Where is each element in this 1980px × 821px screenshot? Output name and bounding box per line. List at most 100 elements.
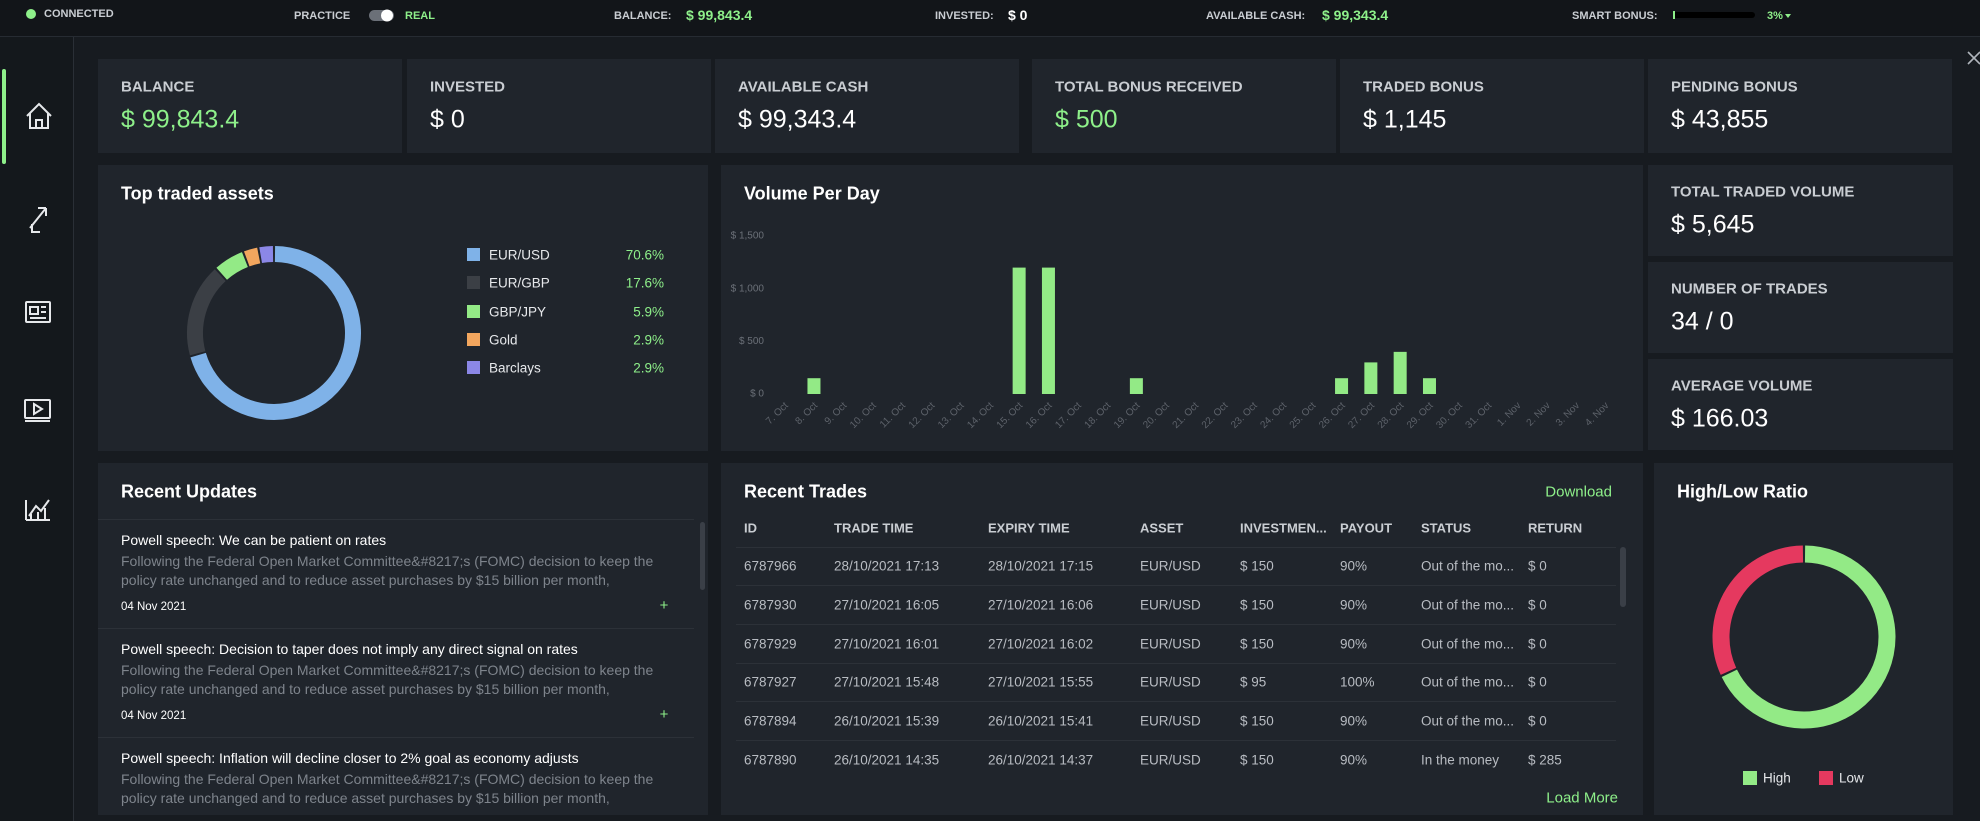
legend-swatch <box>467 304 480 318</box>
stat-value: $ 166.03 <box>1671 404 1769 433</box>
expand-button[interactable]: + <box>659 597 669 614</box>
stat-label: NUMBER OF TRADES <box>1671 280 1828 298</box>
legend-swatch <box>1819 771 1833 785</box>
bonus-value[interactable]: 3% <box>1767 10 1783 22</box>
stat-card <box>1648 165 1953 256</box>
assets-panel <box>98 165 708 451</box>
top-bar <box>0 0 1980 37</box>
separator <box>736 701 1616 703</box>
table-cell: EUR/USD <box>1140 636 1201 652</box>
summary-card <box>1340 59 1644 153</box>
table-cell: 6787966 <box>744 558 797 574</box>
home-icon[interactable] <box>26 102 52 129</box>
update-title[interactable]: Powell speech: Decision to taper does no… <box>121 641 578 657</box>
separator <box>736 662 1616 664</box>
stat-value: $ 5,645 <box>1671 210 1755 239</box>
summary-card <box>1648 59 1952 153</box>
separator <box>98 519 694 520</box>
table-cell: 26/10/2021 15:41 <box>988 713 1094 729</box>
card-label: BALANCE <box>121 78 195 96</box>
bonus-dropdown[interactable] <box>1785 14 1791 18</box>
separator <box>736 623 1616 625</box>
legend-swatch <box>467 361 480 375</box>
table-cell: 6787894 <box>744 713 797 729</box>
table-cell: 6787890 <box>744 752 797 768</box>
mode-toggle[interactable] <box>369 9 394 22</box>
active-indicator <box>2 69 6 164</box>
sidebar-icons <box>24 102 52 521</box>
table-cell: EUR/USD <box>1140 558 1201 574</box>
stat-label: TOTAL TRADED VOLUME <box>1671 183 1855 201</box>
status: CONNECTED <box>44 8 114 20</box>
card-value: $ 99,843.4 <box>121 105 240 134</box>
table-cell: Out of the mo... <box>1421 713 1515 729</box>
panel-title: Top traded assets <box>121 183 274 204</box>
card-label: TOTAL BONUS RECEIVED <box>1055 78 1243 96</box>
table-cell: $ 0 <box>1528 597 1547 613</box>
trades-panel <box>721 463 1643 815</box>
table-cell: Out of the mo... <box>1421 597 1515 613</box>
legend-value: 17.6% <box>625 275 664 291</box>
expand-button[interactable]: + <box>659 706 669 723</box>
update-body: Following the Federal Open Market Commit… <box>121 771 654 806</box>
table-cell: 6787927 <box>744 674 797 690</box>
legend-value: 5.9% <box>633 304 664 320</box>
table-cell: $ 150 <box>1240 597 1274 613</box>
card-label: INVESTED <box>430 78 506 96</box>
video-icon[interactable] <box>24 399 51 422</box>
update-title[interactable]: Powell speech: We can be patient on rate… <box>121 532 387 548</box>
table-cell: $ 0 <box>1528 713 1547 729</box>
invested-value: $ 0 <box>1008 7 1028 23</box>
legend-label: EUR/USD <box>489 247 550 263</box>
legend-value: 70.6% <box>625 247 664 263</box>
status-dot <box>26 9 36 19</box>
sidebar <box>0 37 74 821</box>
legend-label: GBP/JPY <box>489 304 547 320</box>
table-cell: 28/10/2021 17:13 <box>834 558 940 574</box>
table-cell: EUR/USD <box>1140 597 1201 613</box>
table-cell: 6787930 <box>744 597 797 613</box>
bonus-label: SMART BONUS: <box>1572 10 1658 22</box>
table-cell: 100% <box>1340 674 1375 690</box>
table-cell: EUR/USD <box>1140 674 1201 690</box>
table-cell: 90% <box>1340 636 1368 652</box>
legend-label: Gold <box>489 332 518 348</box>
table-cell: In the money <box>1421 752 1500 768</box>
update-date: 04 Nov 2021 <box>121 601 187 613</box>
table-cell: 27/10/2021 15:55 <box>988 674 1094 690</box>
update-title[interactable]: Powell speech: Inflation will decline cl… <box>121 750 579 766</box>
trades-icon[interactable] <box>29 207 47 233</box>
table-cell: 90% <box>1340 558 1368 574</box>
table-cell: $ 95 <box>1240 674 1267 690</box>
legend-swatch <box>1743 771 1757 785</box>
update-date: 04 Nov 2021 <box>121 710 187 722</box>
legend-swatch <box>467 248 480 261</box>
table-cell: $ 150 <box>1240 636 1274 652</box>
load-more[interactable]: Load More <box>1546 789 1618 807</box>
table-cell: 90% <box>1340 713 1368 729</box>
table-cell: $ 150 <box>1240 558 1274 574</box>
table-cell: Out of the mo... <box>1421 558 1515 574</box>
card-value: $ 43,855 <box>1671 105 1769 134</box>
close-button[interactable] <box>1966 50 1980 66</box>
summary-card <box>407 59 711 153</box>
top-bar-decor <box>26 9 1791 22</box>
card-label: AVAILABLE CASH <box>738 78 869 96</box>
table-cell: 27/10/2021 15:48 <box>834 674 940 690</box>
invested-label: INVESTED: <box>935 10 994 22</box>
update-body: Following the Federal Open Market Commit… <box>121 662 654 697</box>
column-header: ASSET <box>1140 520 1184 536</box>
panel-title: Volume Per Day <box>744 183 880 204</box>
analytics-icon[interactable] <box>25 499 50 521</box>
legend-label: Barclays <box>489 360 541 376</box>
separator <box>736 740 1616 742</box>
download-link[interactable]: Download <box>1545 483 1612 501</box>
news-icon[interactable] <box>25 301 51 323</box>
table-cell: $ 150 <box>1240 752 1274 768</box>
stat-card <box>1648 262 1953 353</box>
table-cell: EUR/USD <box>1140 752 1201 768</box>
table-cell: 90% <box>1340 752 1368 768</box>
cash-value: $ 99,343.4 <box>1322 7 1389 23</box>
legend-swatch <box>467 332 480 346</box>
legend-label: Low <box>1839 770 1864 786</box>
